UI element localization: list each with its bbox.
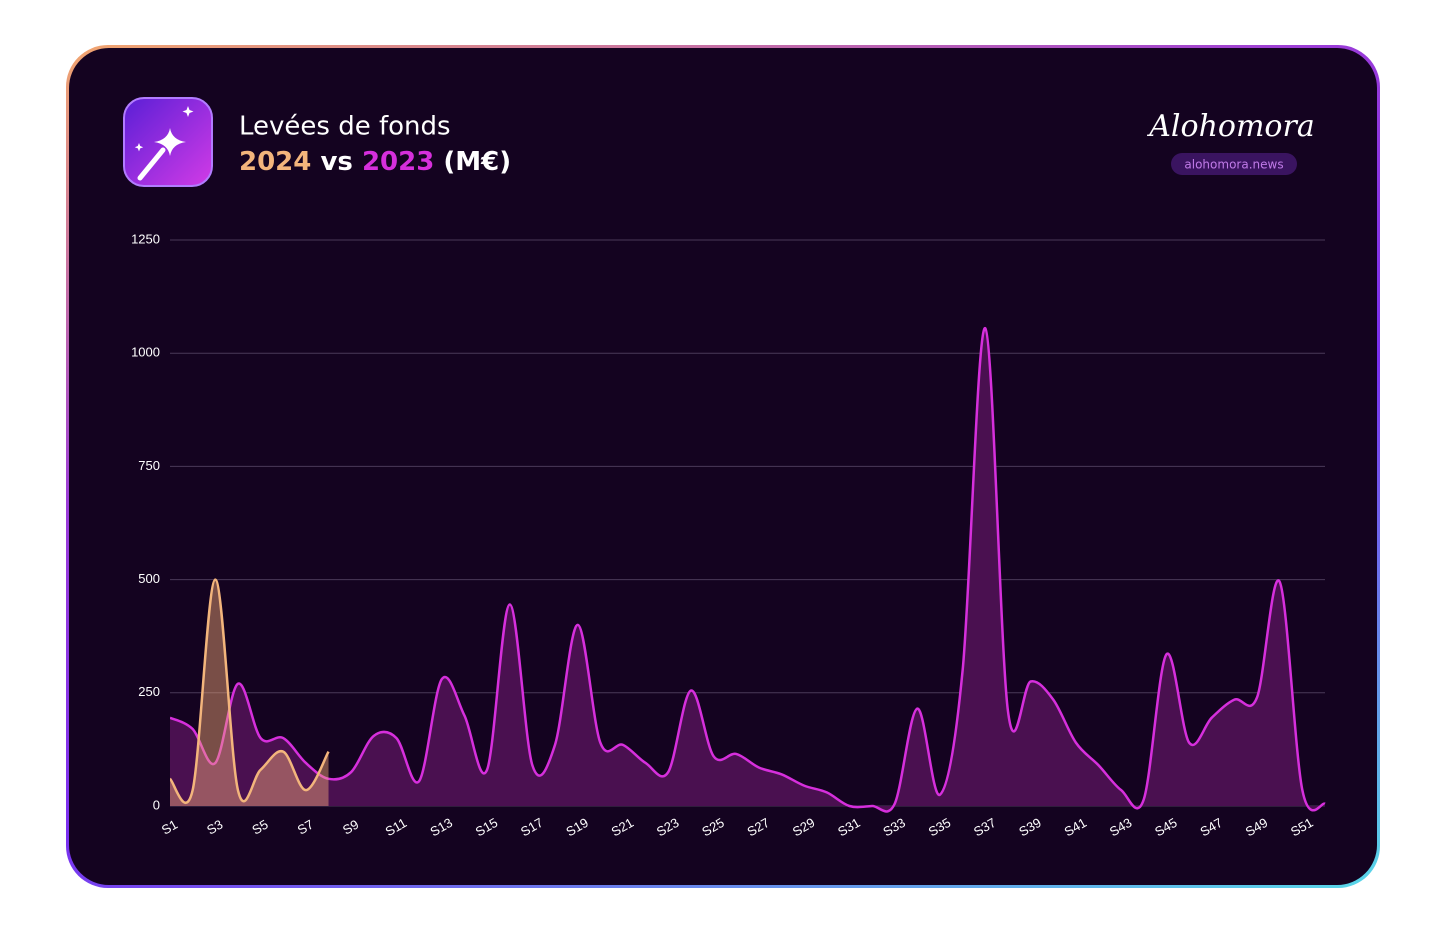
chart-subtitle: 2024 vs 2023 (M€) [239,147,511,177]
subtitle-unit: (M€) [443,147,511,177]
x-tick-label: S47 [1197,815,1225,840]
plot [170,327,1326,813]
x-tick-label: S35 [926,815,954,840]
line [170,327,1326,813]
x-tick-label: S21 [609,815,637,840]
x-tick-label: S45 [1152,815,1180,840]
x-tick-label: S17 [518,815,546,840]
subtitle-series-a: 2024 [239,147,311,177]
y-tick-label: 750 [138,458,160,473]
x-tick-label: S41 [1062,815,1090,840]
x-tick-label: S37 [971,815,999,840]
x-tick-label: S5 [249,817,270,838]
brand-url: alohomora.news [1184,158,1283,172]
area [170,579,329,806]
y-tick-label: 250 [138,684,160,699]
y-tick-label: 0 [153,797,160,812]
x-tick-label: S39 [1016,815,1044,840]
x-tick-label: S1 [159,817,180,838]
subtitle-joiner: vs [320,147,352,177]
subtitle-series-b: 2023 [362,147,434,177]
x-tick-label: S11 [383,815,410,839]
area [170,328,1325,812]
y-tick-label: 500 [138,571,160,586]
x-tick-label: S19 [563,815,591,840]
x-tick-label: S15 [473,815,501,840]
x-tick-label: S43 [1107,815,1135,840]
y-tick-label: 1000 [131,345,160,360]
x-tick-label: S31 [835,815,863,840]
line [170,578,330,804]
x-tick-label: S29 [790,815,818,840]
x-tick-label: S49 [1243,815,1271,840]
app-icon [123,97,213,187]
x-tick-label: S51 [1288,815,1316,840]
x-tick-label: S13 [427,815,455,840]
x-tick-label: S33 [880,815,908,840]
brand-name: Alohomora [1146,109,1314,144]
x-tick-label: S9 [340,817,361,838]
brand-pill [1171,153,1297,175]
x-tick-label: S3 [204,817,225,838]
x-tick-label: S25 [699,815,727,840]
x-tick-label: S27 [745,815,773,840]
chart-title: Levées de fonds [239,112,451,142]
x-tick-label: S7 [295,817,316,838]
x-tick-label: S23 [654,815,682,840]
y-tick-label: 1250 [131,231,160,246]
